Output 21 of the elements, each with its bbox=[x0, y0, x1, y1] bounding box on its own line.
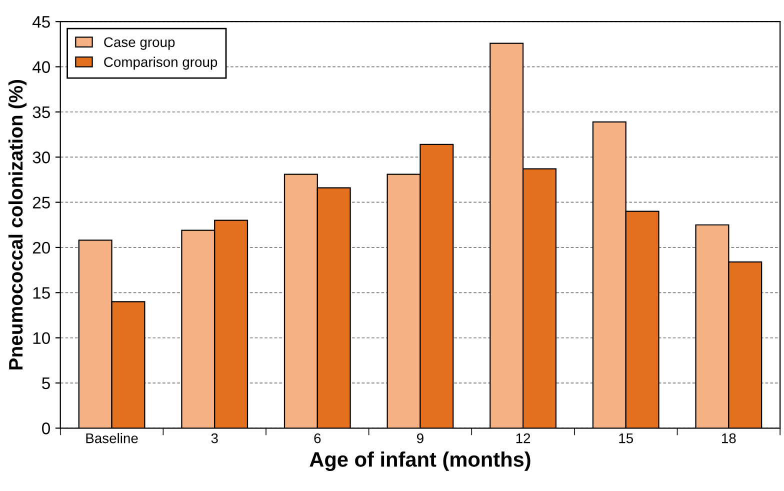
x-tick-label: 12 bbox=[516, 433, 530, 444]
y-tick-label: 25 bbox=[32, 196, 50, 208]
y-axis-title: Pneumococcal colonization (%) bbox=[8, 80, 27, 370]
legend-label: Case group bbox=[104, 37, 175, 50]
y-tick-label: 40 bbox=[32, 61, 50, 73]
x-tick-label: 3 bbox=[211, 433, 218, 444]
y-tick-label: 10 bbox=[33, 332, 50, 344]
y-tick-label: 35 bbox=[32, 106, 50, 118]
y-tick-label: 20 bbox=[32, 242, 50, 254]
y-tick-label: 45 bbox=[32, 16, 50, 28]
y-tick-label: 15 bbox=[33, 287, 50, 299]
x-tick-label: 15 bbox=[619, 434, 633, 444]
x-tick-label: 18 bbox=[722, 433, 736, 444]
x-tick-label: Baseline bbox=[86, 433, 138, 444]
y-tick-label: 0 bbox=[42, 422, 50, 434]
y-tick-label: 5 bbox=[42, 378, 50, 390]
legend-label: Comparison group bbox=[104, 56, 218, 70]
x-tick-label: 6 bbox=[314, 433, 321, 444]
x-tick-label: 9 bbox=[417, 433, 424, 444]
y-tick-label: 30 bbox=[32, 152, 50, 164]
x-axis-title: Age of infant (months) bbox=[310, 452, 530, 472]
